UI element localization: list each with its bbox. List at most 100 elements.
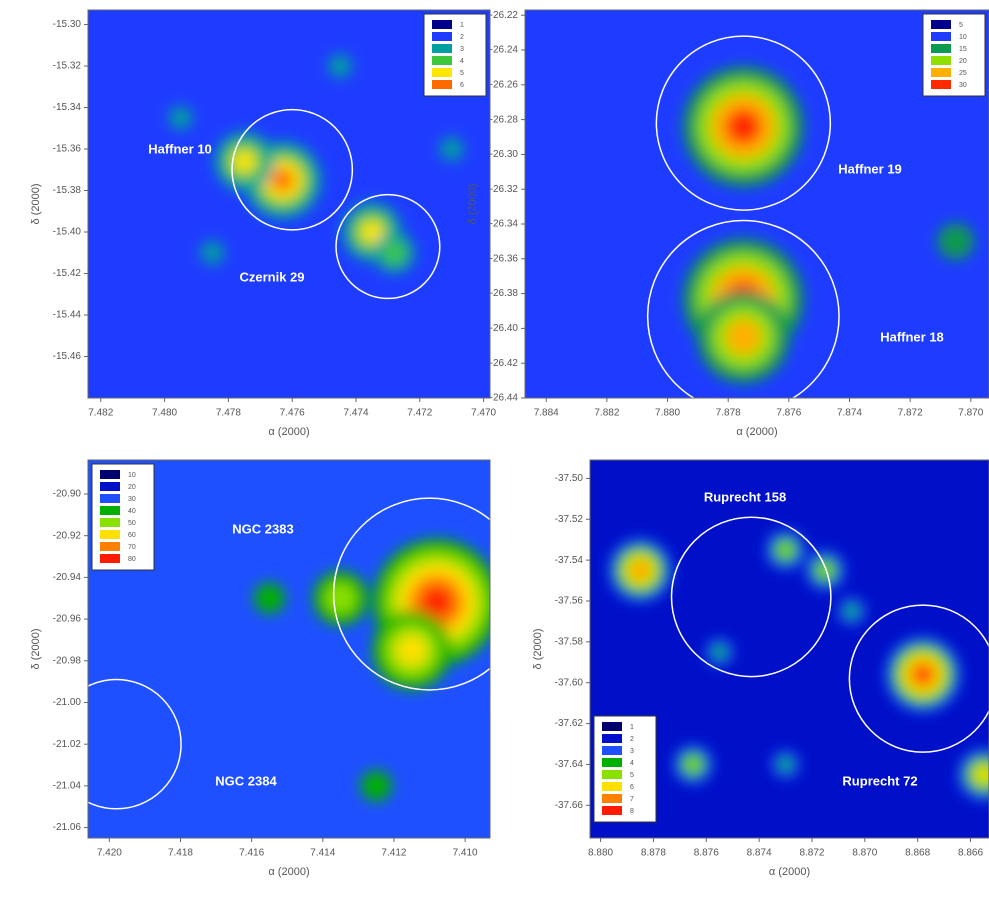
x-tick-label: 7.476 (280, 408, 305, 419)
y-axis-label: δ (2000) (30, 629, 42, 670)
cluster-label: Haffner 19 (838, 161, 902, 176)
cluster-circle (88, 678, 182, 810)
density-peak (765, 530, 806, 570)
x-tick-label: 7.872 (898, 408, 923, 419)
contour (817, 562, 833, 579)
y-tick-label: -15.32 (53, 61, 82, 72)
density (608, 530, 989, 801)
density-peak (673, 744, 713, 785)
density-peak (705, 638, 734, 666)
legend-swatch (432, 80, 452, 89)
y-tick-label: -26.26 (490, 79, 519, 90)
legend-swatch (100, 554, 120, 563)
legend-swatch (432, 44, 452, 53)
density (168, 54, 464, 274)
legend-label: 8 (630, 808, 634, 815)
density-peak (503, 687, 534, 718)
legend-swatch (931, 44, 951, 53)
contour (324, 582, 357, 614)
cluster-label: Haffner 18 (880, 329, 944, 344)
x-tick-label: 8.872 (799, 848, 824, 859)
density-peak (360, 770, 392, 802)
y-tick-label: -26.38 (490, 288, 519, 299)
legend-label: 10 (959, 34, 967, 41)
y-tick-label: -26.22 (490, 10, 519, 21)
legend-label: 40 (128, 508, 136, 515)
y-tick-label: -26.32 (490, 184, 519, 195)
plot-frame (589, 459, 989, 839)
y-tick-label: -15.38 (53, 185, 82, 196)
x-tick-label: 7.882 (594, 408, 619, 419)
y-tick-label: -26.42 (490, 358, 519, 369)
legend-swatch (602, 806, 622, 815)
cluster-label: Ruprecht 72 (842, 773, 917, 788)
legend-swatch (100, 470, 120, 479)
legend-swatch (100, 506, 120, 515)
cluster-circle (670, 516, 832, 678)
x-tick-label: 7.478 (216, 408, 241, 419)
density-peak (885, 636, 961, 713)
legend-label: 5 (460, 70, 464, 77)
contour (232, 149, 257, 174)
legend: 5 10 15 20 25 30 (922, 13, 986, 97)
density-peak (957, 748, 989, 801)
density-peak (168, 106, 193, 130)
contour (421, 586, 453, 619)
legend: 10 20 30 40 50 60 70 80 (91, 463, 155, 571)
y-tick-label: -15.30 (53, 19, 82, 30)
legend-swatch (100, 482, 120, 491)
legend-label: 30 (128, 496, 136, 503)
density-peak (328, 54, 352, 78)
density-peak (372, 610, 452, 690)
contour (270, 168, 295, 192)
legend-label: 70 (128, 544, 136, 551)
density-peak (937, 223, 974, 260)
cluster-circle (646, 219, 840, 398)
x-tick-label: 8.876 (694, 848, 719, 859)
contour (777, 756, 794, 773)
legend-label: 6 (460, 82, 464, 89)
legend-swatch (602, 770, 622, 779)
legend-label: 15 (959, 46, 967, 53)
density-peak (253, 582, 286, 614)
cluster-circle (332, 497, 490, 691)
x-axis-label: α (2000) (769, 866, 810, 878)
x-tick-label: 7.410 (453, 848, 478, 859)
y-tick-label: -37.56 (555, 596, 584, 607)
legend-swatch (931, 32, 951, 41)
x-tick-label: 8.866 (958, 848, 983, 859)
x-axis-label: α (2000) (736, 426, 777, 438)
y-tick-label: -37.58 (555, 636, 584, 647)
legend-swatch (100, 518, 120, 527)
contour (360, 770, 392, 802)
legend-swatch (602, 794, 622, 803)
y-tick-label: -15.40 (53, 227, 82, 238)
cluster-label: NGC 2384 (215, 773, 277, 788)
contour (328, 54, 352, 78)
density-peak (805, 550, 845, 591)
x-tick-label: 7.418 (168, 848, 193, 859)
legend-label: 1 (460, 22, 464, 29)
y-tick-label: -37.66 (555, 800, 584, 811)
density-peak (837, 597, 866, 625)
x-tick-label: 7.420 (97, 848, 122, 859)
cluster-label: NGC 2383 (232, 521, 293, 536)
legend-label: 4 (630, 760, 634, 767)
x-axis-label: α (2000) (268, 426, 309, 438)
cluster-label: Ruprecht 158 (704, 489, 786, 504)
legend-swatch (100, 494, 120, 503)
contour (843, 603, 860, 619)
contour (937, 223, 974, 260)
cluster-label: Haffner 10 (148, 141, 212, 156)
legend-label: 5 (630, 772, 634, 779)
density (683, 66, 974, 384)
y-tick-label: -37.62 (555, 718, 584, 729)
contour (382, 241, 406, 265)
contour (396, 634, 428, 666)
y-tick-label: -37.60 (555, 677, 584, 688)
x-tick-label: 7.470 (471, 408, 496, 419)
y-tick-label: -20.94 (53, 572, 82, 583)
contour (360, 220, 384, 244)
density-peak (200, 241, 225, 265)
x-tick-label: 7.472 (407, 408, 432, 419)
